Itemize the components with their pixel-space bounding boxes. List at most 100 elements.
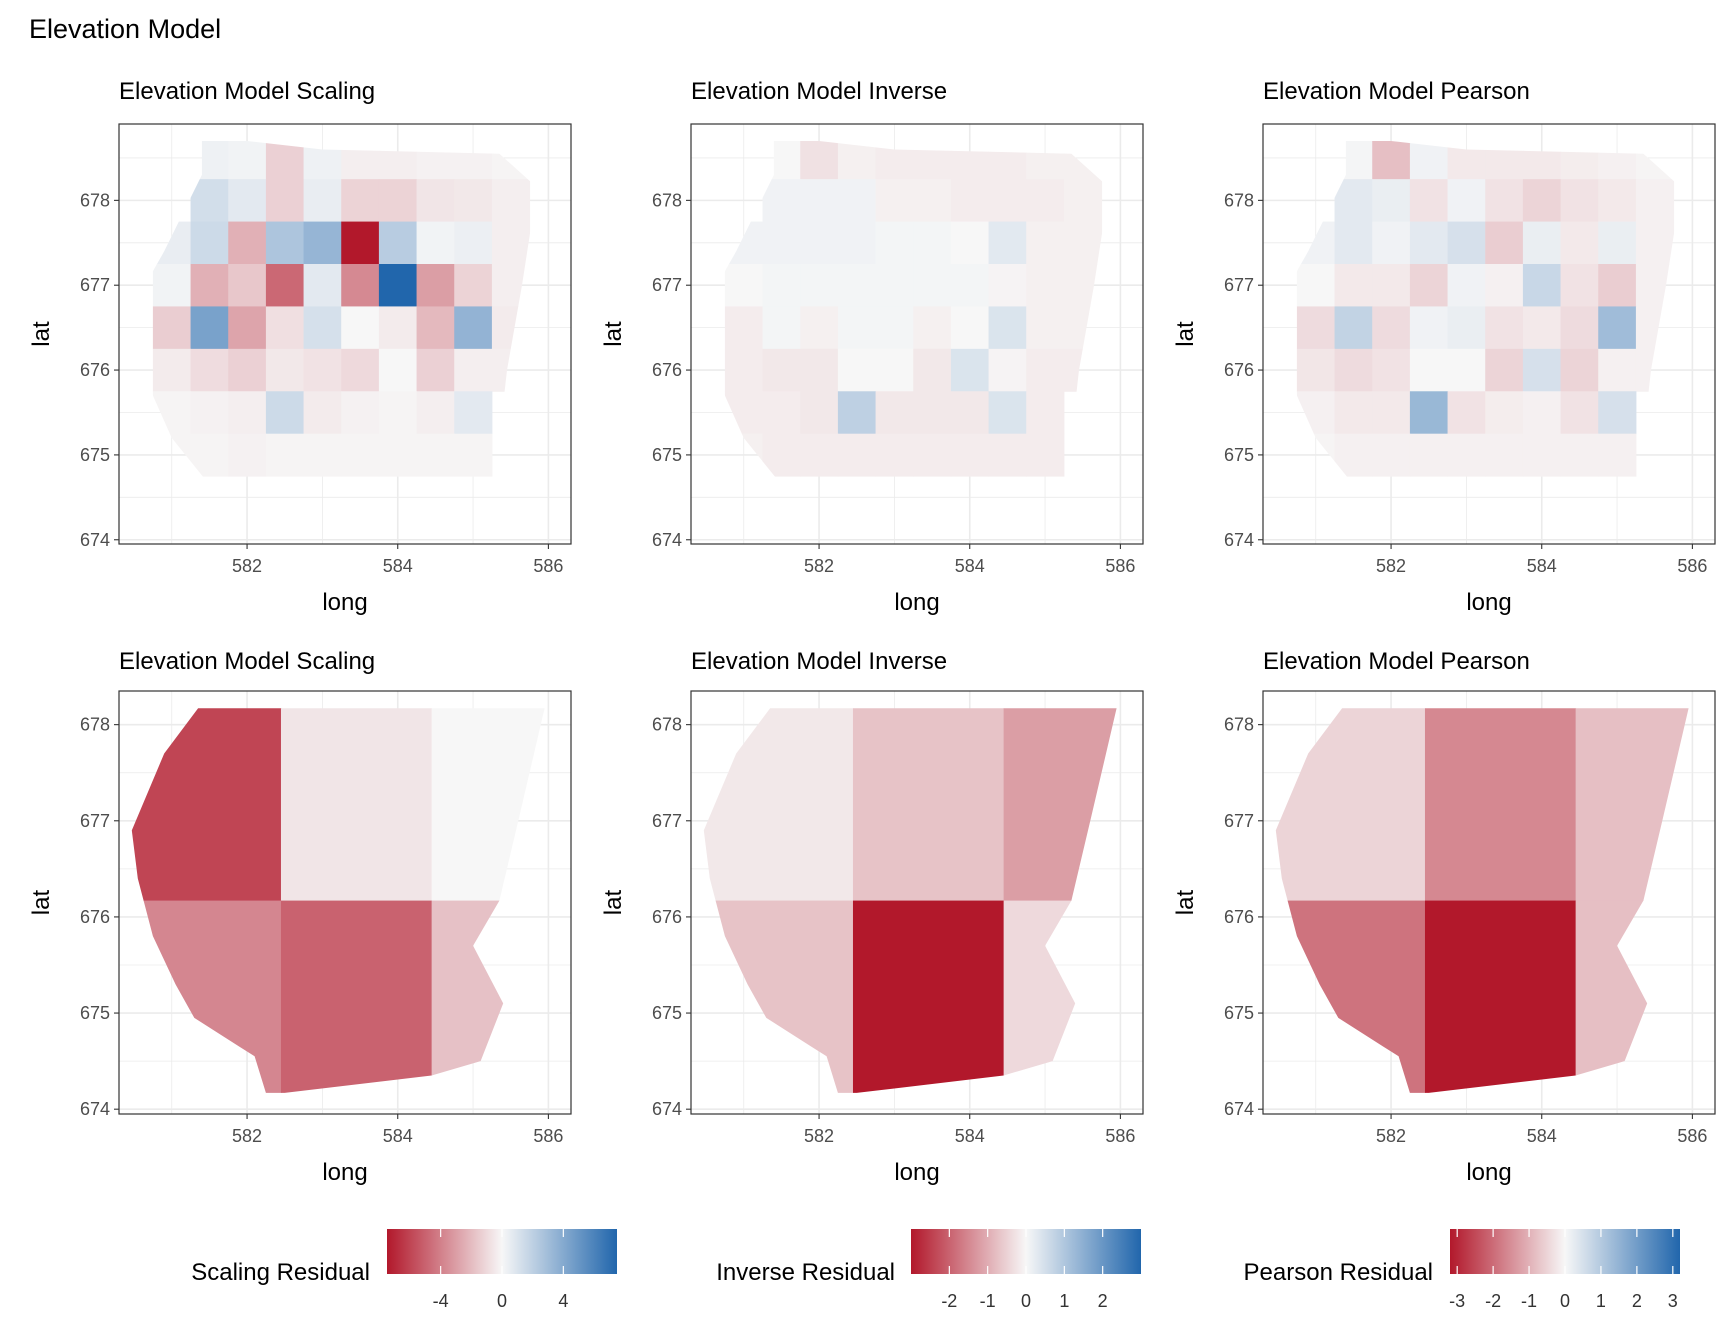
x-axis-label: long — [322, 589, 367, 616]
heatmap-cell — [265, 433, 305, 477]
heatmap-cell — [416, 179, 455, 223]
heatmap-cell — [265, 141, 305, 180]
heatmap-cell — [190, 391, 229, 435]
heatmap-cells — [703, 708, 1117, 1093]
y-tick-label: 678 — [1224, 715, 1254, 735]
x-tick-label: 582 — [804, 556, 834, 576]
heatmap-cell — [1485, 306, 1524, 350]
x-tick-label: 582 — [804, 1126, 834, 1146]
heatmap-cell — [1485, 391, 1524, 435]
heatmap-cell — [454, 179, 493, 223]
heatmap-cell — [1334, 306, 1373, 350]
panel-5: Elevation Model Inverse 582 584 586 674 675 67… — [600, 648, 1144, 1186]
heatmap-cell — [1026, 348, 1065, 392]
heatmap-cell — [762, 179, 801, 223]
heatmap-cell — [1372, 141, 1411, 180]
heatmap-cell — [1409, 141, 1449, 180]
heatmap-cell — [1409, 306, 1449, 350]
heatmap-cell — [280, 708, 433, 902]
panel-1: Elevation Model Scaling 582 584 586 674 675 67… — [28, 78, 572, 616]
heatmap-cell — [303, 221, 342, 265]
heatmap-cell — [491, 221, 531, 265]
heatmap-cell — [152, 348, 192, 392]
y-axis-label: lat — [600, 890, 627, 916]
heatmap-cell — [416, 348, 455, 392]
heatmap-cell — [416, 264, 455, 307]
y-tick-label: 677 — [652, 275, 682, 295]
heatmap-cell — [762, 348, 801, 392]
x-tick-label: 586 — [1677, 1126, 1707, 1146]
heatmap-cell — [1063, 179, 1103, 223]
heatmap-cell — [416, 221, 455, 265]
y-axis-label: lat — [1172, 321, 1199, 347]
heatmap-cell — [1372, 348, 1411, 392]
heatmap-cell — [913, 179, 952, 223]
heatmap-cell — [1447, 433, 1486, 477]
legend-tick-label: -3 — [1449, 1291, 1465, 1311]
heatmap-cell — [491, 179, 531, 223]
heatmap-cell — [1522, 264, 1562, 307]
heatmap-cell — [1334, 221, 1373, 265]
legend-tick-label: 0 — [497, 1291, 507, 1311]
y-axis-label: lat — [28, 321, 55, 347]
heatmap-cell — [1560, 264, 1599, 307]
heatmap-cell — [913, 221, 952, 265]
heatmap-cell — [875, 306, 914, 350]
heatmap-cell — [341, 221, 380, 265]
heatmap-cell — [875, 221, 914, 265]
heatmap-cell — [1485, 264, 1524, 307]
legend-tick-label: 2 — [1632, 1291, 1642, 1311]
x-tick-label: 582 — [1376, 1126, 1406, 1146]
legend-tick-label: 1 — [1059, 1291, 1069, 1311]
heatmap-cell — [1560, 306, 1599, 350]
heatmap-cell — [837, 141, 877, 180]
heatmap-cell — [837, 264, 877, 307]
heatmap-cell — [341, 306, 380, 350]
heatmap-cell — [1522, 306, 1562, 350]
heatmap-cell — [1560, 391, 1599, 435]
heatmap-cell — [1063, 221, 1103, 265]
heatmap-cell — [913, 391, 952, 435]
heatmap-cell — [1334, 179, 1373, 223]
figure-title: Elevation Model — [29, 14, 221, 44]
heatmap-cell — [303, 179, 342, 223]
heatmap-cell — [1296, 348, 1336, 392]
heatmap-cell — [454, 391, 493, 435]
y-tick-label: 674 — [1224, 530, 1254, 550]
heatmap-cell — [265, 264, 305, 307]
heatmap-cell — [1334, 391, 1373, 435]
heatmap-cell — [875, 348, 914, 392]
heatmap-cell — [1372, 306, 1411, 350]
heatmap-cell — [454, 433, 493, 477]
heatmap-cell — [1447, 179, 1486, 223]
panel-4: Elevation Model Scaling 582 584 586 674 675 67… — [28, 648, 572, 1186]
heatmap-cell — [228, 348, 267, 392]
heatmap-cell — [265, 306, 305, 350]
legend-tick-label: 0 — [1021, 1291, 1031, 1311]
y-tick-label: 675 — [80, 1003, 110, 1023]
heatmap-cell — [152, 306, 192, 350]
heatmap-cell — [762, 306, 801, 350]
x-tick-label: 584 — [955, 556, 985, 576]
heatmap-cell — [228, 141, 267, 180]
heatmap-cell — [454, 306, 493, 350]
legend-tick-label: 4 — [558, 1291, 568, 1311]
heatmap-cell — [1409, 264, 1449, 307]
heatmap-cell — [950, 179, 990, 223]
y-tick-label: 675 — [1224, 1003, 1254, 1023]
heatmap-cell — [228, 391, 267, 435]
heatmap-cell — [341, 348, 380, 392]
x-tick-label: 586 — [1105, 1126, 1135, 1146]
legend-tick-label: 0 — [1560, 1291, 1570, 1311]
heatmap-cell — [1598, 391, 1637, 435]
heatmap-cell — [852, 708, 1005, 902]
legend-tick-label: -2 — [941, 1291, 957, 1311]
panel-3: Elevation Model Pearson 582 584 586 674 675 67… — [1172, 78, 1716, 616]
y-tick-label: 676 — [80, 907, 110, 927]
heatmap-cell — [1026, 306, 1065, 350]
y-tick-label: 677 — [1224, 275, 1254, 295]
heatmap-cell — [988, 221, 1027, 265]
heatmap-cell — [724, 306, 764, 350]
heatmap-cell — [1598, 433, 1637, 477]
heatmap-cell — [454, 221, 493, 265]
